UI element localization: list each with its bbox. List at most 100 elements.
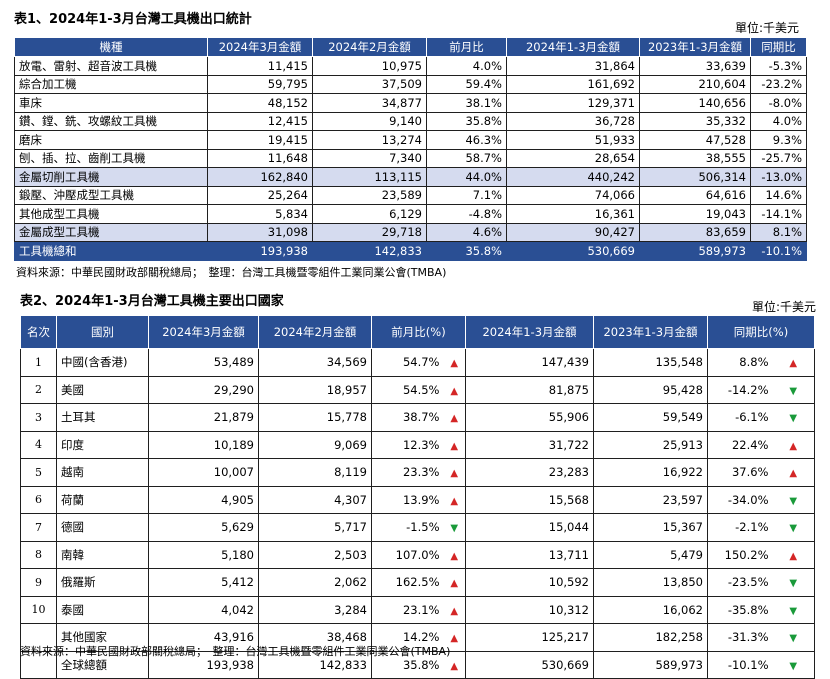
ytd24-cell: 13,711 [465, 540, 594, 569]
rank-cell: 5 [20, 458, 57, 487]
country-cell: 越南 [56, 458, 149, 487]
ytd24-cell: 15,044 [465, 513, 594, 542]
machine-type-cell: 鑽、鏜、銑、攻螺紋工具機 [14, 111, 208, 131]
ytd23-cell: 33,639 [639, 56, 751, 76]
ytd23-cell: 210,604 [639, 74, 751, 94]
feb-cell: 7,340 [312, 148, 427, 168]
table-row: 鍛壓、沖壓成型工具機 25,264 23,589 7.1% 74,066 64,616 14… [14, 185, 807, 205]
mar-cell: 193,938 [207, 241, 313, 261]
table-row: 3 土耳其 21,879 15,778 38.7% ▲ 55,906 59,549 -6.1% ▼ [20, 403, 815, 432]
column-header: 2024年3月金額 [207, 37, 313, 57]
ytd24-cell: 129,371 [506, 93, 640, 113]
yoy-cell: -31.3% [707, 623, 773, 652]
rank-cell: 8 [20, 540, 57, 569]
table1-title: 表1、2024年1-3月台灣工具機出口統計 [14, 12, 252, 27]
table-row: 1 中國(含香港) 53,489 34,569 54.7% ▲ 147,439 135,548… [20, 348, 815, 377]
ytd24-cell: 51,933 [506, 130, 640, 150]
mar-cell: 19,415 [207, 130, 313, 150]
yoy-arrow-cell: ▼ [772, 485, 815, 514]
mom-cell: -1.5% [371, 513, 444, 542]
table2-title: 表2、2024年1-3月台灣工具機主要出口國家 [20, 294, 284, 309]
machine-type-cell: 綜合加工機 [14, 74, 208, 94]
mar-cell: 59,795 [207, 74, 313, 94]
machine-type-cell: 鍛壓、沖壓成型工具機 [14, 185, 208, 205]
yoy-cell: 37.6% [707, 458, 773, 487]
mom-arrow-cell: ▲ [443, 485, 466, 514]
ytd23-cell: 13,850 [593, 568, 708, 597]
country-cell: 荷蘭 [56, 485, 149, 514]
yoy-arrow-cell: ▼ [772, 650, 815, 679]
triangle-up-icon: ▲ [450, 385, 459, 397]
ytd23-cell: 95,428 [593, 375, 708, 404]
triangle-down-icon: ▼ [789, 523, 798, 535]
triangle-up-icon: ▲ [450, 550, 459, 562]
ytd24-cell: 10,312 [465, 595, 594, 624]
ytd23-cell: 23,597 [593, 485, 708, 514]
ytd23-cell: 64,616 [639, 185, 751, 205]
column-header: 2024年1-3月金額 [506, 37, 640, 57]
table-row: 磨床 19,415 13,274 46.3% 51,933 47,528 9.3% [14, 130, 807, 150]
mar-cell: 5,834 [207, 204, 313, 224]
mar-cell: 11,648 [207, 148, 313, 168]
feb-cell: 34,569 [258, 348, 372, 377]
subtotal-row: 金屬成型工具機 31,098 29,718 4.6% 90,427 83,659 8.1% [14, 222, 807, 242]
yoy-cell: -2.1% [707, 513, 773, 542]
table-row: 7 德國 5,629 5,717 -1.5% ▼ 15,044 15,367 -2.1% ▼ [20, 513, 815, 542]
mom-cell: 38.1% [426, 93, 507, 113]
yoy-arrow-cell: ▲ [772, 348, 815, 377]
mar-cell: 29,290 [148, 375, 259, 404]
ytd24-cell: 36,728 [506, 111, 640, 131]
table-row: 10 泰國 4,042 3,284 23.1% ▲ 10,312 16,062 -35.8% ▼ [20, 595, 815, 624]
table-row: 車床 48,152 34,877 38.1% 129,371 140,656 -8.0% [14, 93, 807, 113]
triangle-down-icon: ▼ [450, 523, 459, 535]
yoy-cell: -23.2% [750, 74, 807, 94]
mom-cell: 46.3% [426, 130, 507, 150]
feb-cell: 34,877 [312, 93, 427, 113]
mar-cell: 5,629 [148, 513, 259, 542]
country-cell: 美國 [56, 375, 149, 404]
feb-cell: 15,778 [258, 403, 372, 432]
ytd23-cell: 35,332 [639, 111, 751, 131]
yoy-arrow-cell: ▼ [772, 375, 815, 404]
ytd23-cell: 140,656 [639, 93, 751, 113]
ytd23-cell: 25,913 [593, 430, 708, 459]
yoy-arrow-cell: ▲ [772, 458, 815, 487]
triangle-down-icon: ▼ [789, 495, 798, 507]
feb-cell: 23,589 [312, 185, 427, 205]
ytd23-cell: 182,258 [593, 623, 708, 652]
mom-arrow-cell: ▲ [443, 375, 466, 404]
country-cell: 土耳其 [56, 403, 149, 432]
ytd24-cell: 31,864 [506, 56, 640, 76]
ytd24-cell: 28,654 [506, 148, 640, 168]
feb-cell: 13,274 [312, 130, 427, 150]
ytd23-cell: 589,973 [593, 650, 708, 679]
machine-type-cell: 刨、插、拉、齒削工具機 [14, 148, 208, 168]
column-header: 同期比 [750, 37, 807, 57]
mar-cell: 25,264 [207, 185, 313, 205]
yoy-cell: -10.1% [707, 650, 773, 679]
yoy-cell: -5.3% [750, 56, 807, 76]
yoy-arrow-cell: ▲ [772, 430, 815, 459]
ytd23-cell: 38,555 [639, 148, 751, 168]
mom-cell: 54.7% [371, 348, 444, 377]
ytd24-cell: 147,439 [465, 348, 594, 377]
triangle-up-icon: ▲ [450, 495, 459, 507]
yoy-cell: 9.3% [750, 130, 807, 150]
feb-cell: 113,115 [312, 167, 427, 187]
yoy-arrow-cell: ▼ [772, 623, 815, 652]
machine-type-cell: 車床 [14, 93, 208, 113]
yoy-cell: 4.0% [750, 111, 807, 131]
mar-cell: 4,905 [148, 485, 259, 514]
yoy-cell: -14.2% [707, 375, 773, 404]
yoy-cell: -34.0% [707, 485, 773, 514]
mar-cell: 10,189 [148, 430, 259, 459]
feb-cell: 6,129 [312, 204, 427, 224]
column-header: 同期比(%) [707, 315, 815, 349]
table-row: 綜合加工機 59,795 37,509 59.4% 161,692 210,604 -23.… [14, 74, 807, 94]
table-row: 刨、插、拉、齒削工具機 11,648 7,340 58.7% 28,654 38,555-… [14, 148, 807, 168]
mom-cell: 7.1% [426, 185, 507, 205]
mom-cell: 162.5% [371, 568, 444, 597]
mar-cell: 10,007 [148, 458, 259, 487]
column-header: 國別 [56, 315, 149, 349]
mar-cell: 162,840 [207, 167, 313, 187]
